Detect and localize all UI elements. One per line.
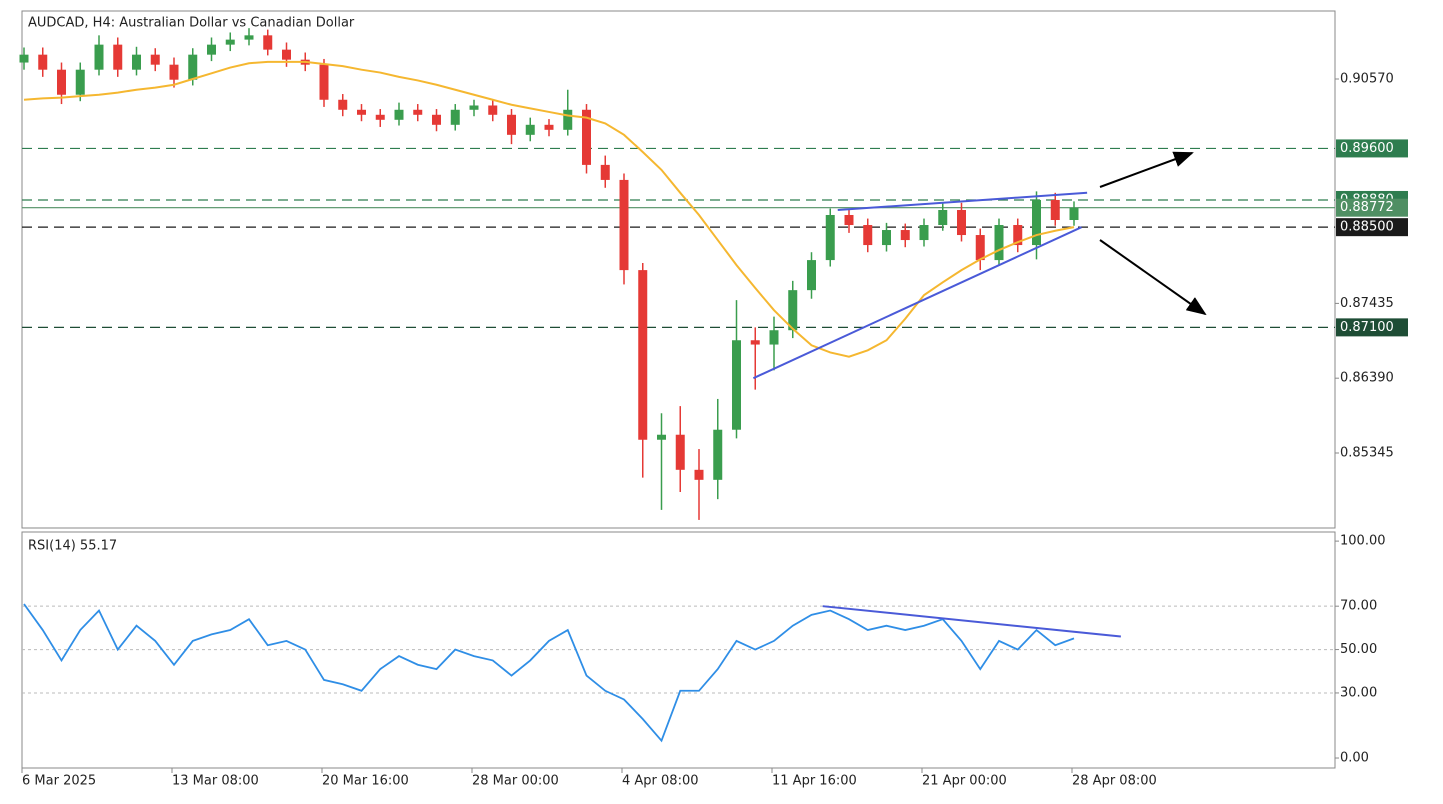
y-tick-label: 0.85345 <box>1340 445 1394 460</box>
candle-body <box>544 124 554 130</box>
candle-body <box>1013 225 1023 246</box>
candle-body <box>619 179 629 271</box>
candle-body <box>394 109 404 120</box>
candle-body <box>38 54 48 70</box>
rsi-tick-label: 70.00 <box>1340 599 1377 614</box>
candle-body <box>375 114 385 120</box>
candle-body <box>94 44 104 70</box>
candle-body <box>75 69 85 95</box>
rsi-label: RSI(14) 55.17 <box>28 539 117 554</box>
x-tick-label: 4 Apr 08:00 <box>622 774 699 789</box>
x-tick-label: 28 Mar 00:00 <box>472 774 559 789</box>
candle-body <box>957 209 966 236</box>
level-box <box>1336 318 1408 337</box>
candle-body <box>1032 199 1041 246</box>
candle-body <box>600 164 610 180</box>
candle-body <box>282 49 291 60</box>
rsi-tick-label: 30.00 <box>1340 685 1377 700</box>
candle-body <box>263 35 273 50</box>
candle-body <box>938 209 948 226</box>
candle-body <box>675 434 685 470</box>
candle-body <box>450 109 460 125</box>
candle-body <box>207 44 216 55</box>
rsi-tick-label: 0.00 <box>1340 751 1369 766</box>
y-tick-label: 0.86390 <box>1340 371 1394 386</box>
level-box <box>1336 139 1408 158</box>
rsi-tick-label: 50.00 <box>1340 642 1377 657</box>
x-tick-label: 13 Mar 08:00 <box>172 774 259 789</box>
candle-body <box>469 105 479 110</box>
x-tick-label: 11 Apr 16:00 <box>772 774 857 789</box>
x-tick-label: 28 Apr 08:00 <box>1072 774 1157 789</box>
candle-body <box>507 114 516 135</box>
candle-body <box>563 109 573 130</box>
candle-body <box>150 54 160 65</box>
candle-body <box>413 109 423 115</box>
candle-body <box>338 99 348 110</box>
candle-body <box>432 114 441 125</box>
candle-body <box>19 54 29 63</box>
level-box <box>1336 198 1408 217</box>
rsi-tick-label: 100.00 <box>1340 534 1386 549</box>
rsi-trendline <box>822 605 1121 638</box>
x-tick-label: 20 Mar 16:00 <box>322 774 409 789</box>
x-tick-label: 6 Mar 2025 <box>22 774 96 789</box>
candle-body <box>1050 199 1060 221</box>
candle-body <box>188 54 198 80</box>
candle-body <box>525 124 535 135</box>
candle-body <box>732 340 741 430</box>
arrow-down <box>1099 239 1207 316</box>
y-tick-label: 0.90570 <box>1340 71 1394 86</box>
candle-body <box>694 469 704 480</box>
chart-title: AUDCAD, H4: Australian Dollar vs Canadia… <box>28 16 355 31</box>
candle-body <box>863 225 873 246</box>
candle-body <box>225 39 235 45</box>
candle-body <box>807 260 816 291</box>
candle-body <box>638 270 648 440</box>
candle-body <box>825 214 835 261</box>
candle-body <box>882 230 891 246</box>
candle-body <box>357 109 366 115</box>
arrow-up <box>1099 151 1194 188</box>
candle-body <box>582 109 591 165</box>
candle-body <box>319 64 329 100</box>
candle-body <box>788 290 798 331</box>
candle-body <box>132 54 141 70</box>
moving-average <box>23 60 1075 358</box>
candle-body <box>57 69 66 95</box>
price-panel <box>21 10 1336 529</box>
candle-body <box>900 230 910 241</box>
level-label: 0.88772 <box>1340 200 1394 215</box>
level-box <box>1336 218 1408 237</box>
candle-body <box>750 340 760 345</box>
level-label: 0.88500 <box>1340 220 1394 235</box>
rsi-line <box>23 603 1075 743</box>
candle-body <box>994 225 1004 261</box>
candle-body <box>169 64 179 80</box>
candle-body <box>769 330 779 345</box>
candle-body <box>1069 207 1079 221</box>
trendline <box>752 226 1082 380</box>
candle-body <box>713 429 723 480</box>
level-label: 0.87100 <box>1340 320 1394 335</box>
candle-body <box>657 434 666 440</box>
candle-body <box>244 35 254 40</box>
candle-body <box>113 44 123 70</box>
candle-body <box>975 235 985 261</box>
y-tick-label: 0.87435 <box>1340 296 1394 311</box>
candle-body <box>919 225 929 241</box>
trendline <box>837 191 1088 211</box>
level-label: 0.89600 <box>1340 141 1394 156</box>
candle-body <box>844 214 854 226</box>
x-tick-label: 21 Apr 00:00 <box>922 774 1007 789</box>
candle-body <box>488 105 498 115</box>
